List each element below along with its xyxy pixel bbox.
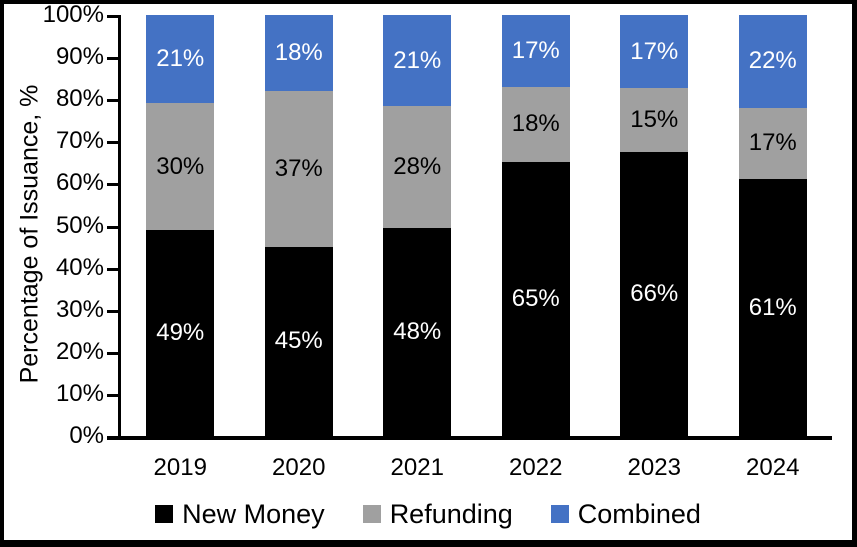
segment-label: 61%: [748, 293, 797, 321]
y-tick-label: 0%: [69, 422, 104, 449]
stacked-bar: 65% 18% 17%: [501, 15, 570, 436]
bar-segment: 15%: [620, 88, 689, 153]
segment-label: 17%: [630, 37, 679, 65]
legend-swatch: [155, 505, 174, 523]
bar-segment: 65%: [501, 162, 570, 436]
segment-label: 21%: [156, 45, 205, 73]
bar-group: 48% 28% 21% 2021: [358, 15, 477, 480]
bar-segment: 17%: [620, 15, 689, 89]
y-tick-label: 50%: [55, 211, 104, 239]
legend-label: Refunding: [389, 499, 513, 529]
legend: New Money Refunding Combined: [4, 500, 852, 528]
y-tick-mark: [107, 15, 118, 18]
y-tick-mark: [107, 309, 118, 313]
y-tick-label: 10%: [55, 379, 104, 407]
legend-item: Combined: [550, 499, 701, 529]
bar-segment: 21%: [146, 15, 215, 104]
legend-item: New Money: [155, 500, 325, 528]
stacked-bar: 61% 17% 22%: [738, 15, 807, 436]
segment-label: 22%: [748, 47, 797, 75]
y-tick-mark: [107, 99, 118, 103]
legend-label: Combined: [577, 499, 701, 529]
y-tick-label: 70%: [55, 127, 104, 155]
y-tick-label: 90%: [55, 43, 104, 71]
segment-label: 48%: [393, 317, 442, 345]
bar-group: 61% 17% 22% 2024: [714, 15, 833, 480]
y-tick-mark: [107, 141, 118, 145]
segment-label: 28%: [393, 152, 442, 180]
y-tick-label: 30%: [55, 295, 104, 323]
segment-label: 17%: [511, 36, 560, 64]
legend-label: New Money: [182, 499, 325, 529]
y-tick-label: 20%: [55, 337, 104, 365]
segment-label: 21%: [393, 46, 442, 74]
stacked-bar: 48% 28% 21%: [383, 15, 452, 436]
bar-segment: 61%: [738, 179, 807, 436]
stacked-bar: 45% 37% 18%: [264, 15, 333, 436]
bar-group: 45% 37% 18% 2020: [240, 15, 359, 480]
segment-label: 30%: [156, 152, 205, 180]
bar-segment: 17%: [738, 107, 807, 180]
segment-label: 17%: [748, 129, 797, 157]
y-tick-mark: [107, 183, 118, 187]
bar-group: 49% 30% 21% 2019: [121, 15, 240, 480]
segment-label: 66%: [630, 280, 679, 308]
segment-label: 15%: [630, 106, 679, 134]
segment-label: 49%: [156, 318, 205, 346]
segment-label: 18%: [511, 110, 560, 138]
x-axis-label: 2021: [390, 454, 444, 481]
bar-segment: 21%: [383, 15, 452, 107]
y-tick-mark: [107, 436, 118, 439]
stacked-bar: 66% 15% 17%: [620, 15, 689, 436]
bar-segment: 48%: [383, 227, 452, 436]
bar-group: 65% 18% 17% 2022: [477, 15, 596, 480]
segment-label: 65%: [511, 285, 560, 313]
bar-segment: 18%: [264, 15, 333, 91]
stacked-bar: 49% 30% 21%: [146, 15, 215, 436]
bar-segment: 28%: [383, 106, 452, 228]
y-tick-mark: [107, 351, 118, 355]
y-tick-mark: [107, 225, 118, 229]
bar-segment: 49%: [146, 229, 215, 436]
bar-segment: 22%: [738, 15, 807, 108]
y-tick-label: 100%: [42, 1, 104, 28]
y-tick-mark: [107, 393, 118, 397]
bar-segment: 18%: [501, 86, 570, 163]
bar-segment: 17%: [501, 15, 570, 87]
y-axis-title: Percentage of Issuance, %: [15, 84, 44, 384]
bar-segment: 66%: [620, 152, 689, 436]
x-axis-label: 2020: [272, 454, 326, 481]
segment-label: 18%: [274, 38, 323, 66]
bar-columns: 49% 30% 21% 2019 45% 37% 18% 2020 48% 28% 21% 2021 6…: [121, 15, 833, 480]
legend-swatch: [550, 505, 569, 523]
y-tick-mark: [107, 57, 118, 61]
y-tick-label: 40%: [55, 253, 104, 281]
bar-segment: 45%: [264, 246, 333, 436]
bar-segment: 30%: [146, 103, 215, 230]
legend-swatch: [362, 505, 381, 523]
x-axis-label: 2022: [509, 454, 563, 481]
x-axis-label: 2023: [627, 454, 681, 481]
segment-label: 45%: [274, 327, 323, 355]
y-tick-label: 60%: [55, 169, 104, 197]
bar-segment: 37%: [264, 90, 333, 247]
x-axis-label: 2024: [746, 454, 800, 481]
y-tick-label: 80%: [55, 85, 104, 113]
y-tick-mark: [107, 267, 118, 271]
legend-item: Refunding: [362, 499, 513, 529]
x-axis-label: 2019: [153, 454, 207, 481]
segment-label: 37%: [274, 154, 323, 182]
plot-area: 0% 10% 20% 30% 40% 50% 60% 70% 80% 90% 100% 49% 30%…: [43, 4, 833, 480]
bar-group: 66% 15% 17% 2023: [595, 15, 714, 480]
